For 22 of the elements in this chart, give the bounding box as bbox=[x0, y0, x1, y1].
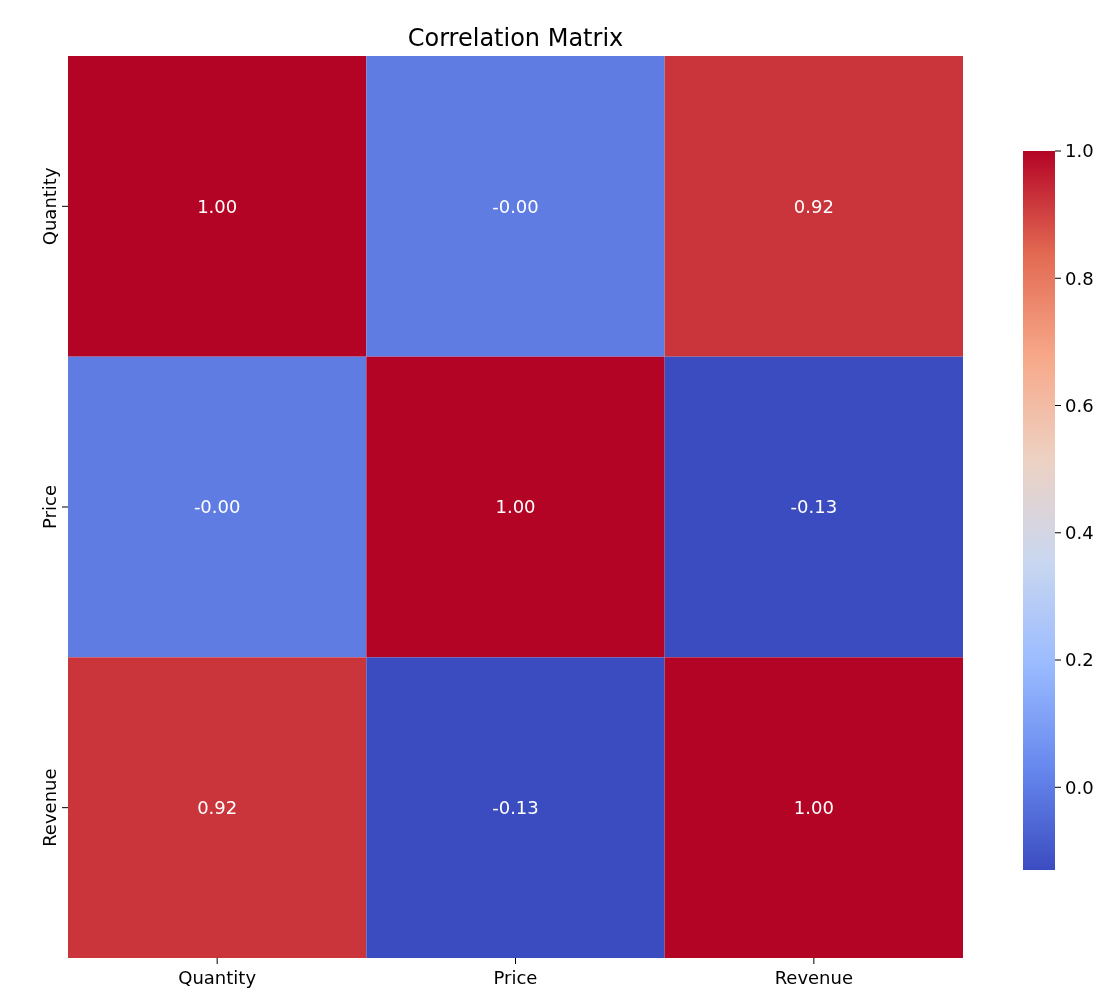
color-bar-label: 0.4 bbox=[1065, 522, 1094, 544]
color-bar-label: 1.0 bbox=[1065, 140, 1094, 162]
x-tick-label: Price bbox=[493, 967, 538, 988]
chart-title: Correlation Matrix bbox=[407, 24, 624, 52]
y-tick-label: Quantity bbox=[39, 167, 60, 246]
data-label: -0.13 bbox=[492, 796, 539, 818]
x-tick-label: Quantity bbox=[178, 967, 257, 988]
data-label: 0.92 bbox=[197, 796, 238, 818]
data-label: 0.92 bbox=[793, 195, 834, 217]
data-label: 1.00 bbox=[495, 496, 536, 518]
color-bar-label: 0.0 bbox=[1065, 776, 1094, 798]
y-tick-label: Price bbox=[39, 485, 60, 529]
data-label: -0.00 bbox=[193, 496, 241, 518]
data-label: -0.00 bbox=[492, 195, 539, 217]
color-bar-label: 0.8 bbox=[1065, 267, 1094, 289]
x-tick-label: Revenue bbox=[774, 967, 854, 988]
data-label: -0.13 bbox=[790, 496, 838, 518]
data-label: 1.00 bbox=[793, 796, 834, 818]
y-tick-label: Revenue bbox=[39, 768, 60, 847]
color-bar-label: 0.6 bbox=[1065, 394, 1094, 416]
color-bar-label: 0.2 bbox=[1065, 649, 1094, 671]
data-label: 1.00 bbox=[197, 195, 238, 217]
